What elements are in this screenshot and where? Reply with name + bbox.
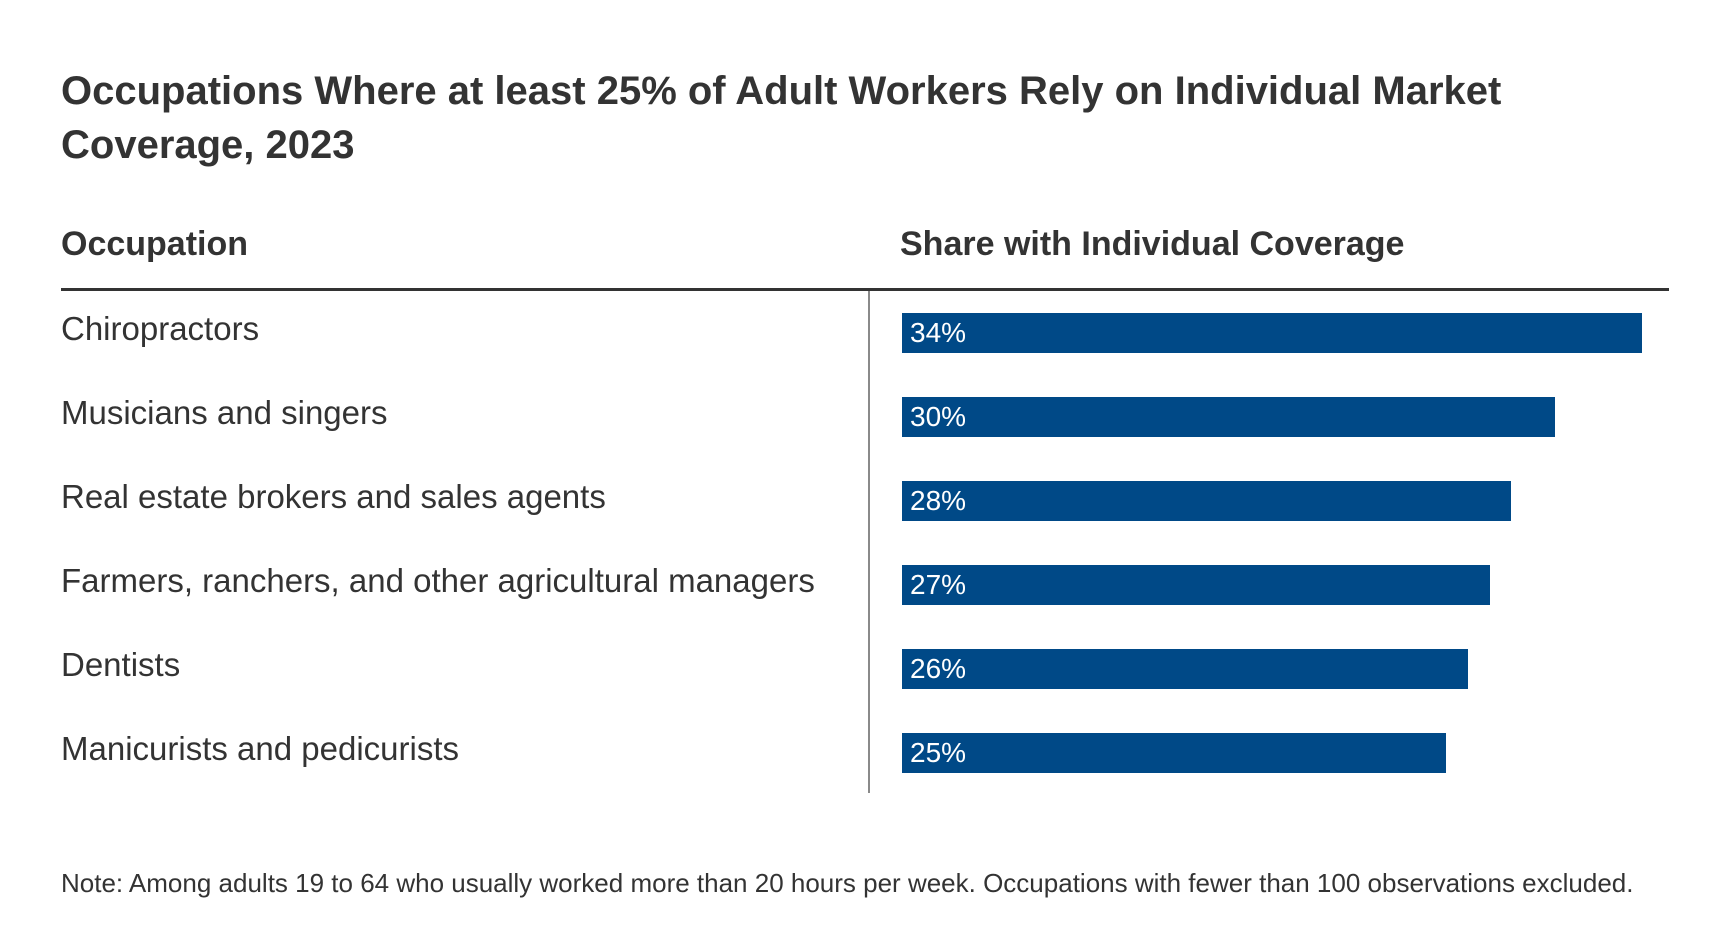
bar-value-label: 34%: [910, 317, 967, 348]
occupation-label: Chiropractors: [61, 310, 260, 347]
occupation-column-header: Occupation: [61, 225, 249, 263]
bar: 34%: [902, 313, 1642, 353]
occupation-label: Musicians and singers: [61, 394, 388, 431]
occupation-label: Real estate brokers and sales agents: [61, 478, 606, 515]
bar-value-label: 28%: [910, 485, 967, 516]
bar: 30%: [902, 397, 1555, 437]
footnote: Note: Among adults 19 to 64 who usually …: [61, 868, 1634, 898]
bar: 25%: [902, 733, 1446, 773]
bar: 26%: [902, 649, 1468, 689]
bar-value-label: 27%: [910, 569, 967, 600]
bar: 27%: [902, 565, 1490, 605]
bar-value-label: 30%: [910, 401, 967, 432]
header-rule: [61, 288, 1669, 291]
column-divider: [868, 291, 870, 793]
bar: 28%: [902, 481, 1511, 521]
chart-title: Occupations Where at least 25% of Adult …: [61, 69, 1502, 167]
occupation-label: Dentists: [61, 646, 181, 683]
occupation-label: Manicurists and pedicurists: [61, 730, 459, 767]
occupation-label: Farmers, ranchers, and other agricultura…: [61, 562, 815, 599]
bar-value-label: 26%: [910, 653, 967, 684]
share-column-header: Share with Individual Coverage: [900, 225, 1405, 263]
bar-value-label: 25%: [910, 737, 967, 768]
